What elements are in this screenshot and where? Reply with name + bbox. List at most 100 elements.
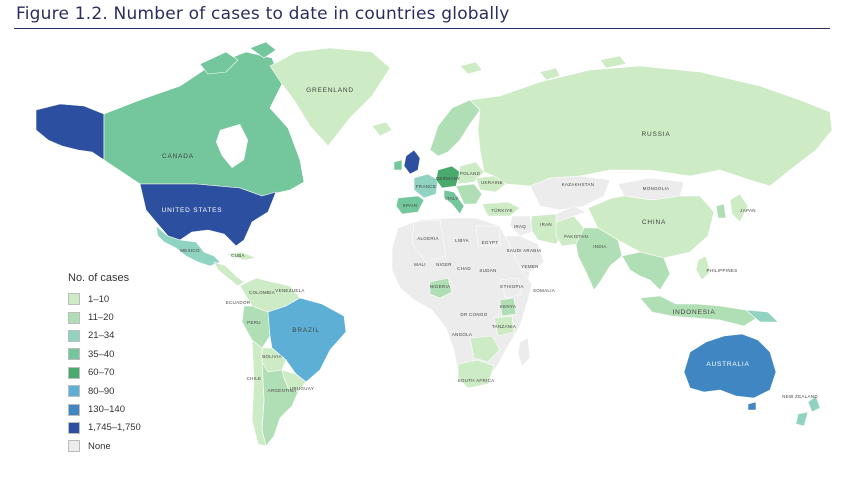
label-germany: GERMANY — [436, 176, 461, 181]
label-peru: PERU — [247, 320, 261, 325]
country-chile[interactable] — [251, 339, 267, 447]
label-ecuador: ECUADOR — [226, 300, 251, 305]
label-india: INDIA — [593, 244, 607, 249]
country-japan[interactable] — [729, 193, 749, 223]
label-australia: AUSTRALIA — [706, 361, 749, 368]
country-iraq[interactable] — [509, 215, 533, 237]
country-papua-new-guinea — [745, 309, 779, 323]
legend-swatch — [68, 403, 80, 416]
legend-item: 130–140 — [68, 400, 141, 418]
label-dr-congo: DR CONGO — [460, 312, 487, 317]
legend-item: 1–10 — [68, 290, 141, 308]
legend-items: 1–10 11–20 21–34 35–40 60–70 80–90 130–140 1,74… — [68, 290, 141, 456]
label-south-africa: SOUTH AFRICA — [458, 378, 495, 383]
country-canada-islands — [199, 41, 277, 75]
hudson-bay — [216, 124, 248, 168]
label-colombia: COLOMBIA — [249, 290, 275, 295]
country-australia[interactable] — [683, 333, 777, 399]
country-tanzania[interactable] — [493, 315, 515, 337]
label-nigeria: NIGERIA — [430, 284, 451, 289]
country-russia[interactable] — [469, 65, 833, 187]
country-peru[interactable] — [241, 305, 271, 349]
country-scandinavia — [429, 99, 481, 157]
label-venezuela: VENEZUELA — [275, 288, 304, 293]
legend-swatch — [68, 385, 80, 398]
label-kazakhstan: KAZAKHSTAN — [562, 182, 595, 187]
label-japan: JAPAN — [740, 208, 756, 213]
country-cuba[interactable] — [225, 251, 257, 261]
label-poland: POLAND — [460, 171, 481, 176]
legend-swatch — [68, 293, 80, 306]
legend-item: 11–20 — [68, 308, 141, 326]
label-russia: RUSSIA — [641, 131, 670, 138]
country-south-africa[interactable] — [457, 359, 495, 389]
label-angola: ANGOLA — [452, 332, 473, 337]
label-mexico: MEXICO — [180, 248, 200, 253]
label-bolivia: BOLIVIA — [262, 354, 282, 359]
label-pakistan: PAKISTAN — [564, 234, 588, 239]
country-tasmania — [747, 401, 757, 411]
legend-label: 35–40 — [88, 348, 115, 360]
country-canada[interactable] — [103, 51, 305, 197]
label-france: FRANCE — [416, 184, 436, 189]
label-libya: LIBYA — [455, 238, 469, 243]
label-indonesia: INDONESIA — [673, 309, 716, 316]
legend-title: No. of cases — [68, 272, 130, 284]
label-turkiye: TÜRKIYE — [491, 207, 513, 213]
label-uruguay: URUGUAY — [290, 386, 314, 391]
legend-swatch — [68, 440, 80, 453]
country-turkiye[interactable] — [481, 201, 521, 217]
legend-item: 21–34 — [68, 327, 141, 345]
country-ireland — [393, 159, 403, 171]
country-southern-africa — [469, 335, 501, 363]
legend-swatch — [68, 421, 80, 434]
label-new-zealand: NEW ZEALAND — [782, 394, 818, 399]
central-america — [213, 261, 245, 287]
country-india[interactable] — [575, 227, 623, 291]
country-new-zealand[interactable] — [795, 395, 821, 427]
legend-item: 35–40 — [68, 345, 141, 363]
label-egypt: EGYPT — [482, 240, 499, 245]
label-philippines: PHILIPPINES — [706, 268, 737, 273]
country-kazakhstan[interactable] — [529, 175, 611, 211]
legend-label: 60–70 — [88, 367, 115, 379]
country-united-states[interactable] — [139, 183, 277, 247]
country-philippines[interactable] — [695, 255, 711, 281]
country-alaska[interactable] — [35, 103, 105, 161]
legend-label: 80–90 — [88, 385, 115, 397]
legend-item: None — [68, 437, 141, 455]
country-nigeria[interactable] — [429, 277, 453, 299]
country-kenya[interactable] — [499, 297, 517, 317]
label-kenya: KENYA — [500, 304, 516, 309]
label-chile: CHILE — [247, 376, 262, 381]
country-italy[interactable] — [443, 189, 465, 215]
arctic-islands — [459, 55, 627, 81]
country-egypt[interactable] — [475, 225, 501, 247]
legend-item: 1,745–1,750 — [68, 419, 141, 437]
legend-swatch — [68, 366, 80, 379]
legend-swatch — [68, 348, 80, 361]
label-united-states: UNITED STATES — [162, 207, 223, 214]
label-chad: CHAD — [457, 266, 471, 271]
label-mongolia: MONGOLIA — [643, 186, 670, 191]
label-argentina: ARGENTINA — [268, 388, 297, 393]
label-china: CHINA — [642, 219, 666, 226]
country-france[interactable] — [413, 173, 439, 199]
label-ethiopia: ETHIOPIA — [500, 284, 523, 289]
country-ukraine[interactable] — [475, 175, 507, 193]
figure-title: Figure 1.2. Number of cases to date in c… — [16, 4, 510, 24]
label-italy: ITALY — [445, 196, 458, 201]
country-greenland[interactable] — [269, 47, 391, 147]
legend-label: 130–140 — [88, 404, 125, 416]
label-tanzania: TANZANIA — [492, 324, 516, 329]
label-somalia: SOMALIA — [533, 288, 555, 293]
country-spain[interactable] — [395, 195, 425, 215]
country-united-kingdom[interactable] — [403, 149, 421, 175]
legend-swatch — [68, 311, 80, 324]
country-china[interactable] — [587, 195, 715, 259]
country-algeria[interactable] — [411, 219, 447, 263]
country-ethiopia[interactable] — [499, 277, 523, 299]
country-madagascar — [517, 337, 531, 367]
legend-label: 1,745–1,750 — [88, 422, 141, 434]
